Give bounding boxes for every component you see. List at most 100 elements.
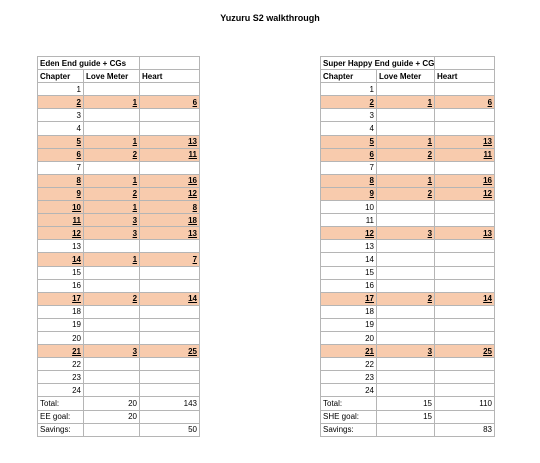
heart-cell (434, 370, 496, 385)
summary-love-meter: 20 (82, 409, 141, 424)
heart-cell: 16 (139, 173, 201, 188)
table-row: 11 (320, 213, 496, 228)
chapter-cell: 16 (320, 278, 377, 293)
table-row: 22 (320, 357, 496, 372)
table-row: 11 3 18 (37, 213, 201, 228)
summary-label: Savings: (37, 422, 84, 437)
love-meter-cell: 3 (375, 344, 436, 359)
heart-cell (139, 160, 201, 175)
chapter-cell: 9 (37, 186, 84, 202)
table-row: 6 2 11 (320, 147, 496, 162)
heart-cell: 12 (139, 186, 201, 202)
heart-cell (434, 239, 496, 254)
love-meter-cell (375, 82, 436, 97)
heart-cell: 16 (434, 173, 496, 188)
love-meter-cell (82, 265, 141, 280)
summary-label: Total: (320, 396, 377, 411)
chapter-cell: 20 (320, 330, 377, 346)
heart-cell: 13 (434, 226, 496, 241)
chapter-cell: 6 (320, 147, 377, 162)
chapter-cell: 5 (320, 134, 377, 149)
heart-cell: 25 (434, 344, 496, 359)
love-meter-cell: 2 (375, 186, 436, 202)
heart-cell (139, 304, 201, 319)
heart-cell (139, 108, 201, 123)
column-header-love-meter: Love Meter (82, 69, 141, 84)
love-meter-cell: 3 (82, 344, 141, 359)
column-header-heart: Heart (434, 69, 496, 84)
table-heading: Super Happy End guide + CGs (319, 55, 436, 71)
table-row: 14 1 7 (37, 252, 201, 267)
heart-cell (139, 239, 201, 254)
love-meter-cell (82, 304, 141, 319)
table-row: 19 (320, 317, 496, 332)
summary-love-meter (82, 422, 141, 437)
heart-cell (434, 278, 496, 293)
love-meter-cell (375, 160, 436, 175)
love-meter-cell: 2 (82, 186, 141, 202)
summary-love-meter: 20 (82, 396, 141, 411)
love-meter-cell (375, 317, 436, 332)
chapter-cell: 17 (37, 291, 84, 306)
heart-cell (139, 278, 201, 293)
table-row: 23 (320, 370, 496, 385)
table-row: 18 (37, 304, 201, 319)
table-row: 4 (320, 121, 496, 136)
chapter-cell: 10 (37, 200, 84, 215)
heart-cell (434, 108, 496, 123)
heart-cell: 11 (139, 147, 201, 162)
heart-cell: 25 (139, 344, 201, 359)
table-row: 3 (320, 108, 496, 123)
love-meter-cell (375, 200, 436, 215)
table-row: 8 1 16 (37, 173, 201, 188)
table-row: 17 2 14 (37, 291, 201, 306)
chapter-cell: 24 (320, 383, 377, 398)
chapter-cell: 22 (37, 357, 84, 372)
heart-cell (434, 304, 496, 319)
column-header-row: Chapter Love Meter Heart (320, 69, 496, 84)
heart-cell (434, 383, 496, 398)
summary-heart (434, 409, 496, 424)
column-header-chapter: Chapter (320, 69, 377, 84)
love-meter-cell (82, 239, 141, 254)
summary-row: Total: 15 110 (320, 396, 496, 411)
summary-label: Savings: (320, 422, 377, 437)
love-meter-cell (82, 357, 141, 372)
chapter-cell: 13 (320, 239, 377, 254)
heart-cell (434, 252, 496, 267)
heart-cell: 12 (434, 186, 496, 202)
love-meter-cell (82, 317, 141, 332)
table-row: 7 (37, 160, 201, 175)
heart-cell: 6 (434, 95, 496, 110)
chapter-cell: 1 (320, 82, 377, 97)
love-meter-cell (375, 304, 436, 319)
summary-label: EE goal: (37, 409, 84, 424)
chapter-cell: 20 (37, 330, 84, 346)
love-meter-cell (375, 239, 436, 254)
heart-cell (434, 82, 496, 97)
love-meter-cell (375, 213, 436, 228)
heart-cell: 13 (139, 134, 201, 149)
heart-cell (139, 82, 201, 97)
table-row: 1 (37, 82, 201, 97)
heading-blank-cell (434, 55, 496, 71)
summary-row: Total: 20 143 (37, 396, 201, 411)
love-meter-cell: 1 (82, 134, 141, 149)
table-heading: Eden End guide + CGs (36, 55, 141, 71)
chapter-cell: 23 (37, 370, 84, 385)
love-meter-cell: 2 (82, 291, 141, 306)
summary-row: SHE goal: 15 (320, 409, 496, 424)
table-row: 4 (37, 121, 201, 136)
chapter-cell: 11 (37, 213, 84, 228)
table-row: 17 2 14 (320, 291, 496, 306)
table-row: 18 (320, 304, 496, 319)
love-meter-cell (375, 252, 436, 267)
table-row: 10 1 8 (37, 200, 201, 215)
summary-love-meter: 15 (375, 409, 436, 424)
love-meter-cell (82, 108, 141, 123)
love-meter-cell (375, 330, 436, 346)
love-meter-cell: 1 (375, 173, 436, 188)
summary-heart: 110 (434, 396, 496, 411)
chapter-cell: 10 (320, 200, 377, 215)
chapter-cell: 1 (37, 82, 84, 97)
